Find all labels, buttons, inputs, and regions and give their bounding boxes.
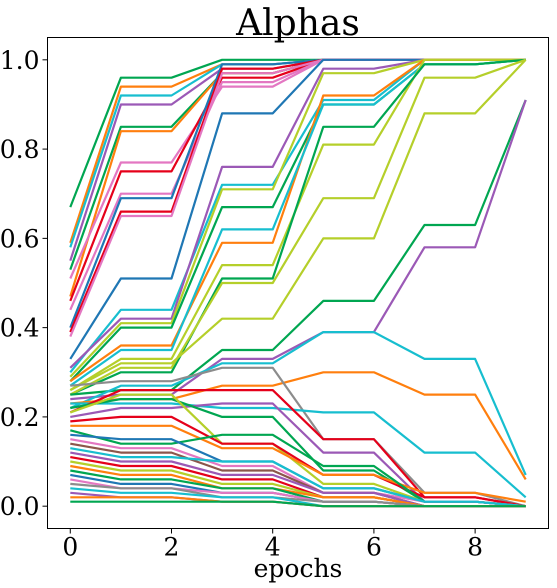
series-line-18: [69, 58, 526, 383]
series-line-11: [69, 58, 526, 333]
series-line-52: [70, 500, 526, 508]
series-line-23: [69, 59, 527, 392]
series-line-21: [69, 58, 526, 396]
y-tick-label: 0.8: [0, 135, 40, 164]
series-line-19: [69, 58, 526, 387]
y-tick-label: 0.6: [0, 224, 40, 253]
y-tick-label: 0.2: [0, 403, 40, 432]
y-tick-label: 0.0: [0, 492, 40, 521]
y-tick-label: 0.4: [0, 314, 40, 343]
series-line-15: [69, 58, 526, 369]
series-layer: [69, 58, 527, 508]
series-line-22: [69, 58, 527, 396]
x-tick-label: 6: [366, 533, 382, 562]
x-tick-label: 8: [467, 533, 483, 562]
series-line-9: [69, 58, 526, 311]
series-line-29: [70, 402, 527, 499]
plot-frame: [47, 37, 549, 529]
x-tick-label: 0: [62, 533, 78, 562]
series-line-17: [69, 58, 526, 382]
series-line-28: [70, 366, 526, 508]
x-tick-label: 4: [265, 533, 281, 562]
series-line-4: [69, 58, 526, 262]
x-tick-label: 2: [164, 533, 180, 562]
y-tick-label: 1.0: [0, 46, 40, 75]
series-line-40: [70, 447, 526, 508]
series-line-35: [70, 424, 526, 503]
series-line-25: [70, 99, 527, 401]
x-axis-label: epochs: [254, 554, 343, 583]
ticks-layer: 0 2 4 6 8 0.0 0.2 0.4 0.6 0.8 1.0: [0, 46, 483, 562]
series-line-34: [70, 415, 526, 508]
series-line-16: [69, 58, 526, 378]
series-line-26: [69, 331, 527, 476]
